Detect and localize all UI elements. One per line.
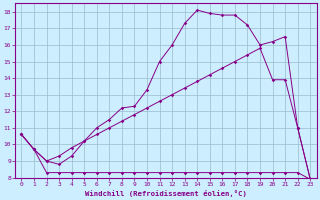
X-axis label: Windchill (Refroidissement éolien,°C): Windchill (Refroidissement éolien,°C) <box>85 190 247 197</box>
